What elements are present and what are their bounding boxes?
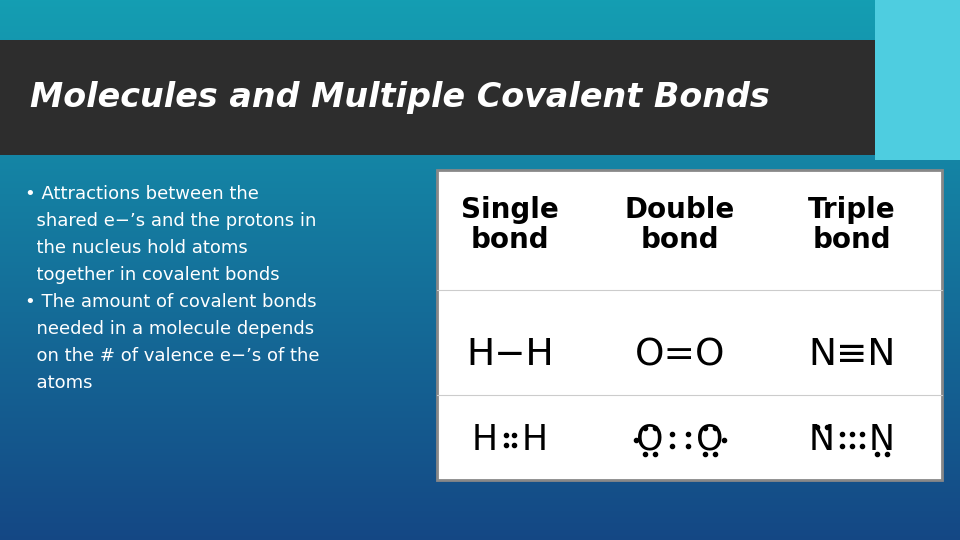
Text: H: H: [522, 423, 548, 457]
Bar: [437, 170, 942, 480]
Text: H: H: [472, 423, 498, 457]
Text: Double
bond: Double bond: [625, 196, 735, 254]
Bar: [875, 0, 960, 160]
Text: N: N: [809, 423, 835, 457]
Text: Molecules and Multiple Covalent Bonds: Molecules and Multiple Covalent Bonds: [30, 80, 770, 113]
Text: together in covalent bonds: together in covalent bonds: [25, 266, 279, 284]
Text: N≡N: N≡N: [808, 337, 896, 373]
Text: Triple
bond: Triple bond: [808, 196, 896, 254]
Text: H−H: H−H: [467, 337, 554, 373]
Bar: [0, 40, 875, 155]
Text: N: N: [869, 423, 895, 457]
Text: • The amount of covalent bonds: • The amount of covalent bonds: [25, 293, 317, 311]
Text: shared e−’s and the protons in: shared e−’s and the protons in: [25, 212, 317, 230]
Text: the nucleus hold atoms: the nucleus hold atoms: [25, 239, 248, 257]
Text: • Attractions between the: • Attractions between the: [25, 185, 259, 203]
Text: O: O: [636, 423, 663, 457]
Text: on the # of valence e−’s of the: on the # of valence e−’s of the: [25, 347, 320, 365]
Text: O=O: O=O: [635, 337, 725, 373]
Text: needed in a molecule depends: needed in a molecule depends: [25, 320, 314, 338]
Text: Single
bond: Single bond: [461, 196, 559, 254]
Text: O: O: [696, 423, 724, 457]
Text: atoms: atoms: [25, 374, 92, 392]
